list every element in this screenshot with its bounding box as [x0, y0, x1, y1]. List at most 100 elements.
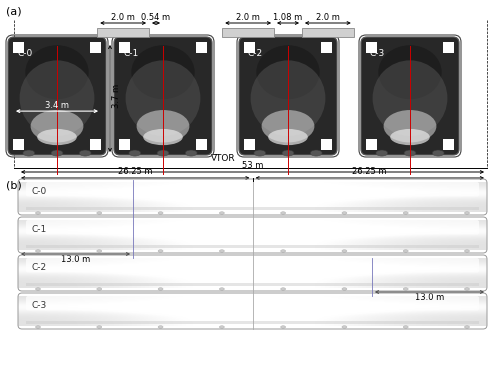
Ellipse shape: [36, 212, 41, 214]
FancyBboxPatch shape: [6, 35, 108, 157]
Bar: [321, 42, 332, 53]
FancyBboxPatch shape: [361, 37, 459, 155]
FancyBboxPatch shape: [26, 258, 479, 272]
FancyBboxPatch shape: [237, 35, 339, 157]
Ellipse shape: [403, 250, 408, 252]
Bar: [26, 321, 479, 324]
Ellipse shape: [158, 326, 163, 328]
Ellipse shape: [464, 212, 469, 214]
Bar: [222, 28, 274, 37]
Bar: [244, 139, 255, 150]
Ellipse shape: [280, 250, 285, 252]
Ellipse shape: [36, 250, 41, 252]
FancyBboxPatch shape: [239, 37, 337, 155]
Bar: [90, 139, 101, 150]
FancyBboxPatch shape: [26, 182, 479, 196]
Ellipse shape: [250, 60, 326, 136]
Text: 26.25 m: 26.25 m: [118, 168, 152, 177]
Ellipse shape: [342, 326, 347, 328]
Ellipse shape: [157, 150, 169, 156]
Ellipse shape: [220, 288, 224, 290]
Ellipse shape: [384, 110, 436, 142]
Text: C-2: C-2: [32, 263, 47, 272]
Ellipse shape: [390, 129, 430, 145]
FancyBboxPatch shape: [26, 220, 479, 234]
FancyBboxPatch shape: [8, 37, 106, 155]
Ellipse shape: [404, 150, 416, 156]
Text: C-0: C-0: [17, 49, 32, 58]
Ellipse shape: [26, 45, 88, 99]
Ellipse shape: [97, 250, 102, 252]
Bar: [13, 139, 24, 150]
Text: C-1: C-1: [123, 49, 138, 58]
Ellipse shape: [136, 110, 190, 142]
Bar: [366, 42, 377, 53]
Ellipse shape: [280, 212, 285, 214]
Ellipse shape: [220, 326, 224, 328]
Ellipse shape: [143, 129, 183, 145]
Ellipse shape: [282, 150, 294, 156]
Text: (a): (a): [6, 6, 22, 16]
Ellipse shape: [126, 60, 200, 136]
Ellipse shape: [158, 288, 163, 290]
Ellipse shape: [220, 250, 224, 252]
Text: 53 m: 53 m: [242, 161, 263, 170]
Bar: [98, 28, 149, 37]
Text: 2.0 m: 2.0 m: [236, 12, 260, 22]
Text: 2.0 m: 2.0 m: [111, 12, 135, 22]
Text: 2.0 m: 2.0 m: [316, 12, 340, 22]
Ellipse shape: [20, 60, 94, 136]
FancyBboxPatch shape: [26, 296, 479, 310]
Text: 13.0 m: 13.0 m: [415, 293, 444, 303]
Text: C-1: C-1: [32, 225, 47, 234]
Text: ∇TOR: ∇TOR: [210, 154, 234, 163]
Text: 13.0 m: 13.0 m: [61, 255, 90, 265]
Text: 26.25 m: 26.25 m: [352, 168, 387, 177]
Bar: [26, 245, 479, 248]
Ellipse shape: [97, 288, 102, 290]
Bar: [302, 28, 354, 37]
Ellipse shape: [342, 288, 347, 290]
Ellipse shape: [220, 212, 224, 214]
Bar: [244, 42, 255, 53]
Bar: [26, 207, 479, 210]
Text: (b): (b): [6, 180, 22, 190]
FancyBboxPatch shape: [18, 179, 487, 215]
Ellipse shape: [36, 326, 41, 328]
Ellipse shape: [342, 212, 347, 214]
FancyBboxPatch shape: [18, 293, 487, 329]
Ellipse shape: [403, 326, 408, 328]
Text: C-3: C-3: [370, 49, 385, 58]
Ellipse shape: [280, 326, 285, 328]
FancyBboxPatch shape: [112, 35, 214, 157]
Ellipse shape: [132, 45, 194, 99]
Ellipse shape: [464, 250, 469, 252]
Ellipse shape: [432, 150, 444, 156]
Ellipse shape: [23, 150, 35, 156]
Ellipse shape: [129, 150, 141, 156]
Bar: [321, 139, 332, 150]
Ellipse shape: [378, 45, 442, 99]
Bar: [13, 42, 24, 53]
Ellipse shape: [280, 288, 285, 290]
Ellipse shape: [158, 212, 163, 214]
Ellipse shape: [262, 110, 314, 142]
Ellipse shape: [464, 326, 469, 328]
Ellipse shape: [376, 150, 388, 156]
Bar: [366, 139, 377, 150]
FancyBboxPatch shape: [18, 217, 487, 253]
Bar: [196, 139, 207, 150]
Ellipse shape: [30, 110, 84, 142]
Ellipse shape: [310, 150, 322, 156]
FancyBboxPatch shape: [18, 255, 487, 291]
Ellipse shape: [97, 212, 102, 214]
FancyBboxPatch shape: [114, 37, 212, 155]
Bar: [26, 283, 479, 286]
Bar: [119, 139, 130, 150]
Ellipse shape: [51, 150, 63, 156]
Text: C-2: C-2: [248, 49, 263, 58]
Ellipse shape: [342, 250, 347, 252]
Ellipse shape: [403, 212, 408, 214]
Ellipse shape: [268, 129, 308, 145]
Ellipse shape: [97, 326, 102, 328]
